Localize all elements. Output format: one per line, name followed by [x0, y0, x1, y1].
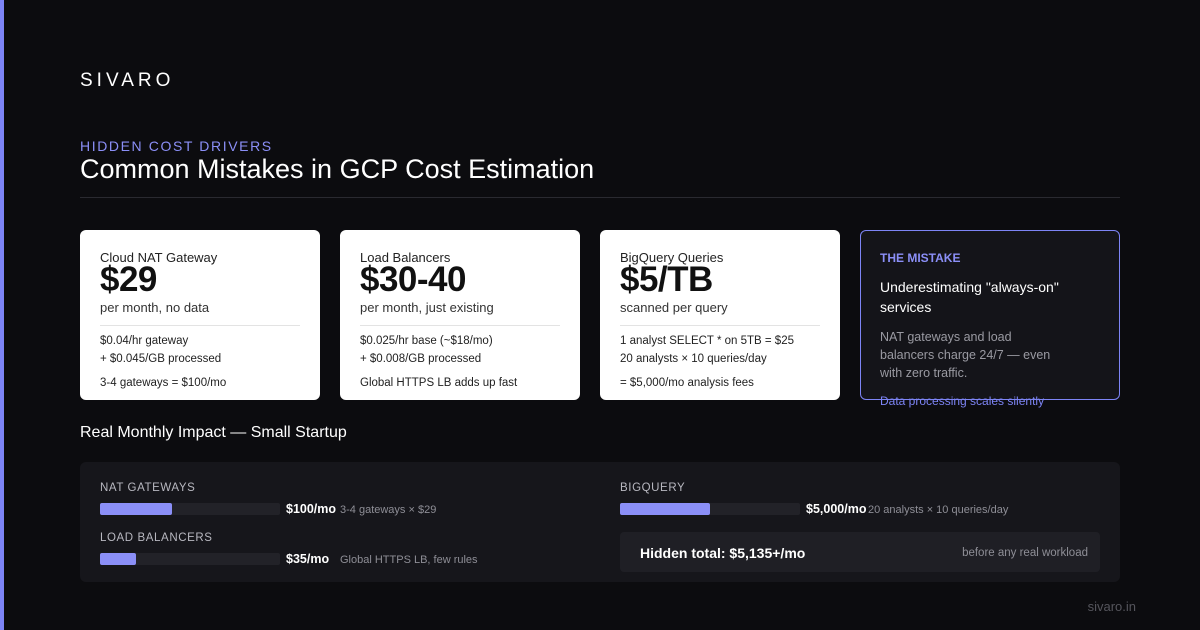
- mistake-callout: THE MISTAKE Underestimating "always-on" …: [860, 230, 1120, 408]
- card-detail-line: $0.025/hr base (~$18/mo): [360, 335, 493, 347]
- page-title: Common Mistakes in GCP Cost Estimation: [80, 154, 595, 184]
- impact-note-lb: Global HTTPS LB, few rules: [340, 554, 478, 566]
- left-accent-bar: [0, 0, 4, 630]
- header-divider: [80, 197, 1120, 198]
- impact-title: Real Monthly Impact — Small Startup: [80, 424, 347, 441]
- impact-panel: NAT GATEWAYS $100/mo 3-4 gateways × $29 …: [80, 462, 1120, 582]
- impact-label-bigquery: BIGQUERY: [620, 482, 686, 494]
- card-detail-line: 1 analyst SELECT * on 5TB = $25: [620, 335, 794, 347]
- card-detail-line: + $0.008/GB processed: [360, 353, 482, 365]
- card-detail-line: 3-4 gateways = $100/mo: [100, 377, 227, 389]
- card-title: Cloud NAT Gateway: [100, 250, 218, 265]
- hidden-total-box: Hidden total: $5,135+/mo before any real…: [620, 532, 1100, 572]
- card-price: $5/TB: [620, 260, 713, 299]
- brand-logo: SIVARO: [80, 70, 175, 91]
- impact-label-nat: NAT GATEWAYS: [100, 482, 196, 494]
- card-detail-line: 20 analysts × 10 queries/day: [620, 353, 767, 365]
- mistake-label: THE MISTAKE: [880, 251, 961, 265]
- footer-domain: sivaro.in: [1087, 599, 1136, 614]
- impact-track-lb: [100, 553, 280, 565]
- card-price: $30-40: [360, 260, 466, 299]
- impact-label-lb: LOAD BALANCERS: [100, 532, 213, 544]
- impact-bar-bigquery: [620, 503, 710, 515]
- card-divider: [100, 325, 300, 326]
- impact-note-bigquery: 20 analysts × 10 queries/day: [868, 504, 1009, 516]
- hidden-total-note: before any real workload: [962, 547, 1088, 559]
- impact-track-nat: [100, 503, 280, 515]
- card-title: BigQuery Queries: [620, 250, 724, 265]
- mistake-body: NAT gateways and load balancers charge 2…: [880, 330, 1051, 380]
- impact-bar-lb: [100, 553, 136, 565]
- hidden-total: Hidden total: $5,135+/mo: [640, 545, 806, 561]
- card-divider: [360, 325, 560, 326]
- card-subtitle: per month, no data: [100, 300, 210, 315]
- mistake-headline: Underestimating "always-on" services: [880, 279, 1059, 315]
- card-subtitle: per month, just existing: [360, 300, 494, 315]
- card-price: $29: [100, 260, 157, 299]
- card-cloud-nat: Cloud NAT Gateway $29 per month, no data…: [80, 230, 320, 400]
- card-detail-line: $0.04/hr gateway: [100, 335, 189, 347]
- mistake-footnote: Data processing scales silently: [880, 394, 1045, 408]
- impact-amount-lb: $35/mo: [286, 552, 330, 566]
- card-divider: [620, 325, 820, 326]
- card-title: Load Balancers: [360, 250, 451, 265]
- eyebrow-label: HIDDEN COST DRIVERS: [80, 138, 273, 154]
- card-load-balancers: Load Balancers $30-40 per month, just ex…: [340, 230, 580, 400]
- card-detail-line: = $5,000/mo analysis fees: [620, 377, 754, 389]
- impact-amount-bigquery: $5,000/mo: [806, 502, 867, 516]
- impact-amount-nat: $100/mo: [286, 502, 337, 516]
- card-detail-line: + $0.045/GB processed: [100, 353, 222, 365]
- card-bigquery: BigQuery Queries $5/TB scanned per query…: [600, 230, 840, 400]
- card-detail-line: Global HTTPS LB adds up fast: [360, 377, 518, 389]
- impact-track-bigquery: [620, 503, 800, 515]
- impact-note-nat: 3-4 gateways × $29: [340, 504, 437, 516]
- impact-bar-nat: [100, 503, 172, 515]
- card-subtitle: scanned per query: [620, 300, 728, 315]
